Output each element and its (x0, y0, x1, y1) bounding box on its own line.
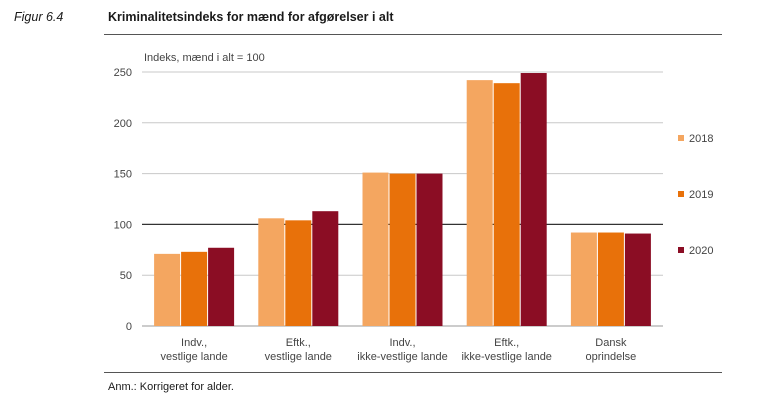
figure-title: Kriminalitetsindeks for mænd for afgørel… (108, 10, 394, 24)
bar-2018 (362, 172, 389, 326)
category-label: Indv., (181, 337, 207, 349)
category-label: vestlige lande (265, 351, 332, 363)
bar-2018 (466, 80, 493, 327)
category-label: ikke-vestlige lande (357, 351, 448, 363)
y-tick-label: 0 (126, 321, 132, 333)
y-tick-labels: 0 50 100 150 200 250 (114, 67, 132, 333)
bars (154, 73, 651, 327)
y-tick-label: 50 (120, 270, 132, 282)
legend-swatch-2018 (678, 135, 684, 141)
bar-2020 (416, 173, 443, 326)
bar-2020 (520, 73, 547, 327)
legend-label: 2018 (689, 133, 713, 145)
bar-2019 (181, 251, 208, 326)
category-label: Eftk., (494, 337, 519, 349)
legend-label: 2020 (689, 245, 713, 257)
bottom-rule (104, 372, 722, 373)
category-label: oprindelse (586, 351, 637, 363)
top-rule (104, 34, 722, 35)
legend: 2018 2019 2020 (678, 133, 713, 257)
bar-2019 (389, 173, 416, 326)
bar-2020 (624, 233, 651, 326)
bar-2020 (208, 247, 235, 326)
category-label: Eftk., (286, 337, 311, 349)
category-label: Indv., (389, 337, 415, 349)
y-tick-label: 100 (114, 219, 132, 231)
bar-2020 (312, 211, 339, 326)
y-tick-label: 250 (114, 67, 132, 79)
category-label: ikke-vestlige lande (461, 351, 552, 363)
category-labels: Indv., vestlige lande Eftk., vestlige lande… (160, 337, 636, 363)
category-label: vestlige lande (160, 351, 227, 363)
y-axis-label: Indeks, mænd i alt = 100 (144, 52, 265, 64)
footnote: Anm.: Korrigeret for alder. (108, 381, 234, 393)
bar-2018 (258, 218, 285, 326)
y-tick-label: 200 (114, 118, 132, 130)
bar-2019 (285, 220, 312, 326)
y-tick-label: 150 (114, 169, 132, 181)
bar-2018 (570, 232, 597, 326)
legend-label: 2019 (689, 189, 713, 201)
bar-2019 (597, 232, 624, 326)
figure-label: Figur 6.4 (14, 10, 64, 24)
legend-swatch-2020 (678, 247, 684, 253)
category-label: Dansk (595, 337, 627, 349)
bar-2019 (493, 83, 520, 327)
legend-swatch-2019 (678, 191, 684, 197)
bar-2018 (154, 253, 181, 326)
